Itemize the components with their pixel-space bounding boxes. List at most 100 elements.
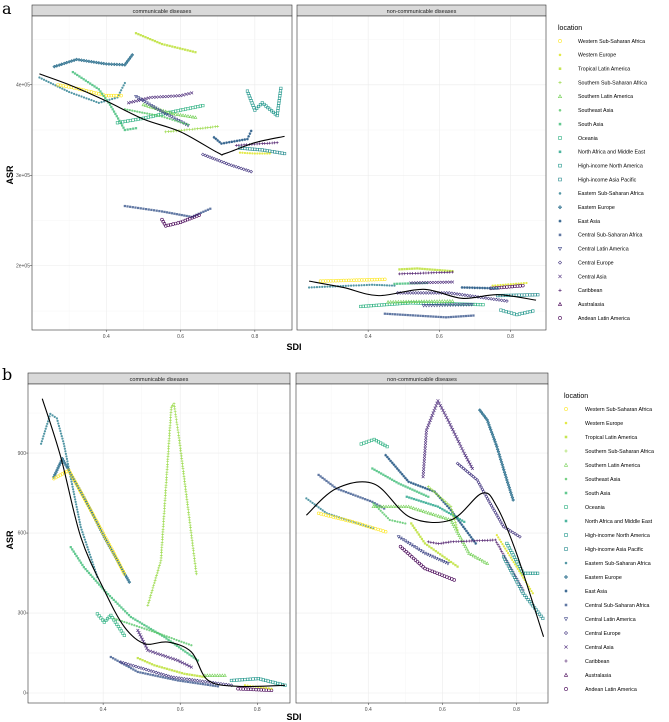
data-point bbox=[242, 143, 246, 147]
data-point bbox=[149, 593, 153, 597]
data-point bbox=[181, 93, 185, 97]
data-point bbox=[491, 297, 496, 302]
data-point bbox=[452, 291, 457, 296]
data-point bbox=[163, 116, 166, 119]
data-point bbox=[152, 581, 156, 585]
data-point bbox=[132, 127, 135, 130]
data-point bbox=[273, 112, 277, 116]
data-point bbox=[149, 37, 152, 41]
data-point bbox=[134, 127, 138, 130]
data-point bbox=[203, 153, 208, 158]
data-point bbox=[447, 511, 451, 515]
data-point bbox=[190, 654, 193, 658]
data-point bbox=[44, 427, 47, 430]
legend-label: Tropical Latin America bbox=[578, 67, 630, 73]
data-point bbox=[122, 84, 125, 87]
data-point bbox=[309, 500, 312, 503]
data-point bbox=[67, 60, 71, 64]
data-point bbox=[72, 92, 76, 95]
data-point bbox=[184, 492, 188, 496]
data-point bbox=[253, 108, 257, 112]
data-point bbox=[174, 418, 178, 421]
data-point bbox=[463, 286, 466, 289]
data-point bbox=[465, 549, 470, 553]
data-point bbox=[266, 152, 269, 155]
data-point bbox=[160, 546, 164, 549]
data-point bbox=[57, 463, 61, 468]
legend-key-icon bbox=[564, 533, 568, 537]
data-point bbox=[116, 659, 119, 662]
data-point bbox=[144, 36, 147, 39]
data-point bbox=[112, 598, 115, 601]
data-point bbox=[465, 286, 469, 289]
facet-title: non-communicable diseases bbox=[387, 9, 457, 15]
data-point bbox=[421, 469, 426, 474]
legend-label: Western Sub-Saharan Africa bbox=[578, 39, 645, 45]
data-point bbox=[185, 128, 189, 132]
data-point bbox=[508, 529, 513, 533]
legend-label: Central Europe bbox=[578, 260, 614, 266]
data-point bbox=[515, 565, 518, 568]
data-point bbox=[399, 483, 403, 486]
data-point bbox=[389, 504, 393, 509]
data-point bbox=[99, 616, 103, 620]
data-point bbox=[96, 581, 99, 584]
data-point bbox=[492, 508, 497, 513]
data-point bbox=[323, 285, 326, 288]
data-point bbox=[155, 631, 158, 634]
data-point bbox=[403, 476, 407, 480]
data-point bbox=[262, 686, 265, 689]
data-point bbox=[150, 588, 154, 592]
series-central-latin-america bbox=[396, 535, 450, 566]
data-point bbox=[511, 530, 515, 535]
legend-key-icon bbox=[564, 687, 568, 691]
data-point bbox=[248, 152, 252, 155]
data-point bbox=[396, 313, 399, 316]
data-point bbox=[134, 99, 138, 103]
data-point bbox=[141, 666, 146, 671]
data-point bbox=[68, 90, 71, 94]
data-point bbox=[183, 113, 188, 118]
data-point bbox=[124, 61, 129, 65]
data-point bbox=[432, 271, 436, 275]
data-point bbox=[354, 494, 357, 497]
data-point bbox=[381, 511, 384, 514]
data-point bbox=[139, 34, 142, 37]
data-point bbox=[463, 453, 468, 458]
data-point bbox=[129, 663, 133, 667]
data-point bbox=[246, 169, 251, 173]
data-point bbox=[397, 469, 401, 472]
legend-item: High-income North America bbox=[558, 163, 643, 169]
data-point bbox=[404, 485, 407, 488]
data-point bbox=[464, 314, 468, 318]
data-point bbox=[64, 60, 69, 65]
data-point bbox=[470, 286, 474, 290]
data-point bbox=[502, 545, 505, 548]
data-point bbox=[160, 540, 164, 544]
data-point bbox=[112, 110, 116, 113]
data-point bbox=[176, 46, 179, 49]
data-point bbox=[480, 558, 485, 563]
data-point bbox=[491, 286, 494, 290]
data-point bbox=[491, 506, 495, 510]
legend-key-icon bbox=[558, 274, 562, 279]
data-point bbox=[487, 423, 491, 427]
data-point bbox=[144, 667, 148, 672]
data-point bbox=[77, 513, 80, 516]
data-point bbox=[463, 544, 468, 549]
smooth-fit-line bbox=[306, 481, 545, 637]
data-point bbox=[428, 418, 432, 422]
data-point bbox=[161, 676, 164, 679]
data-point bbox=[370, 283, 374, 286]
data-point bbox=[424, 291, 428, 295]
data-point bbox=[212, 673, 217, 677]
data-point bbox=[406, 504, 411, 509]
data-point bbox=[114, 112, 117, 116]
data-point bbox=[86, 81, 90, 84]
data-point bbox=[388, 299, 393, 304]
data-point bbox=[413, 526, 416, 530]
data-point bbox=[179, 679, 182, 682]
data-point bbox=[463, 527, 467, 531]
y-tick-label: 3e+05 bbox=[16, 173, 30, 179]
data-point bbox=[173, 643, 176, 646]
